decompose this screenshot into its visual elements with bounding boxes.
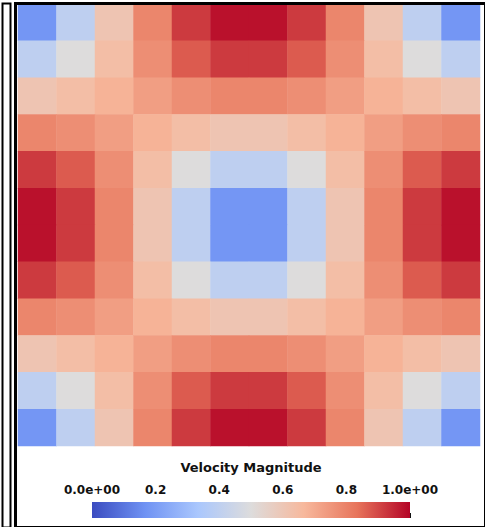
svg-text:0.8: 0.8: [336, 483, 357, 497]
svg-text:0.0e+00: 0.0e+00: [64, 483, 120, 497]
svg-text:0.6: 0.6: [272, 483, 293, 497]
svg-text:1.0e+00: 1.0e+00: [382, 483, 438, 497]
svg-text:Velocity Magnitude: Velocity Magnitude: [180, 460, 321, 475]
svg-text:0.2: 0.2: [145, 483, 166, 497]
svg-text:0.4: 0.4: [209, 483, 230, 497]
